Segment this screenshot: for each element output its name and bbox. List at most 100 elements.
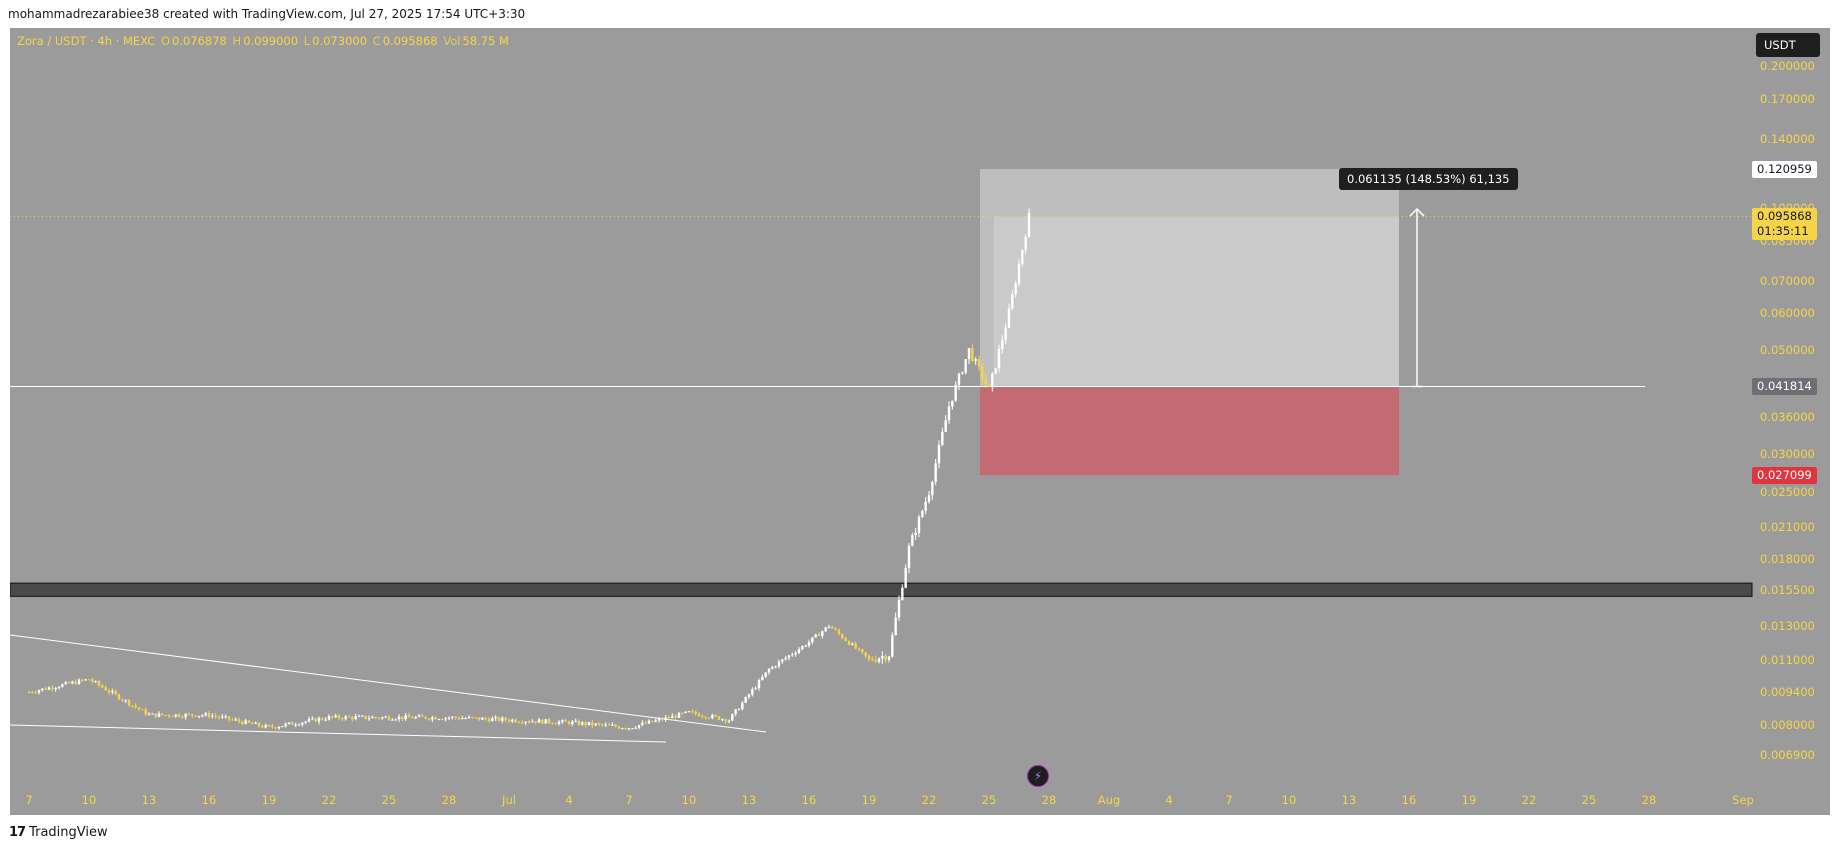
candle-body xyxy=(777,661,781,667)
high-value: 0.099000 xyxy=(243,34,299,48)
candle-body xyxy=(371,716,374,719)
candle-body xyxy=(797,649,801,653)
candle-body xyxy=(931,481,934,496)
candle-body xyxy=(44,688,47,690)
candle-body xyxy=(111,691,114,693)
candle-body xyxy=(937,444,941,464)
candle-body xyxy=(491,718,494,722)
candle-body xyxy=(784,657,787,660)
candle-body xyxy=(364,715,367,719)
price-tick-label: 0.025000 xyxy=(1760,484,1815,499)
candle-body xyxy=(287,722,291,724)
candle-body xyxy=(277,727,281,729)
candle-body xyxy=(651,720,654,722)
candle-body xyxy=(331,716,334,718)
candle-body xyxy=(571,721,574,725)
candle-body xyxy=(37,690,41,693)
price-tick-label: 0.008000 xyxy=(1760,718,1815,732)
candle-body xyxy=(661,718,664,720)
date-tick-label: 10 xyxy=(681,793,697,807)
candle-body xyxy=(507,720,511,722)
candle-body xyxy=(391,719,394,721)
candle-body xyxy=(427,718,431,720)
candle-body xyxy=(421,715,424,717)
footer-brand: TradingView xyxy=(29,825,108,840)
candle-body xyxy=(644,722,647,724)
candle-body xyxy=(1001,339,1004,350)
candle-body xyxy=(657,718,661,721)
candle-body xyxy=(837,630,841,634)
currency-button[interactable]: USDT xyxy=(1756,33,1820,57)
candle-body xyxy=(864,652,867,657)
candle-body xyxy=(851,643,854,645)
candle-body xyxy=(231,719,234,721)
date-tick-label: 10 xyxy=(81,793,97,807)
date-tick-label: 13 xyxy=(1341,793,1357,807)
candle-body xyxy=(471,717,474,719)
candle-body xyxy=(237,719,241,722)
close-label: C xyxy=(372,34,381,48)
chart-area[interactable] xyxy=(10,28,1830,815)
price-chart[interactable] xyxy=(10,28,1830,815)
candle-body xyxy=(847,640,851,645)
candle-body xyxy=(627,728,631,730)
date-tick-label: Sep xyxy=(1732,793,1754,807)
candle-body xyxy=(1004,327,1007,340)
stop-price-tag: 0.027099 xyxy=(1752,467,1817,485)
date-tick-label: 25 xyxy=(381,793,397,807)
candle-body xyxy=(841,633,844,639)
candle-body xyxy=(814,634,817,638)
candle-body xyxy=(437,719,441,721)
candle-body xyxy=(234,719,237,721)
candle-body xyxy=(577,720,581,725)
candle-body xyxy=(481,717,484,720)
candle-body xyxy=(584,722,587,726)
candle-body xyxy=(154,713,157,717)
price-tick-label: 0.011000 xyxy=(1760,652,1815,667)
bar-countdown: 01:35:11 xyxy=(1757,223,1809,238)
candle-body xyxy=(554,723,557,725)
candle-body xyxy=(624,728,627,730)
candle-body xyxy=(121,699,124,701)
profit-zone-filled xyxy=(994,216,1399,387)
candle-body xyxy=(401,716,404,719)
date-tick-label: 10 xyxy=(1281,793,1297,807)
candle-body xyxy=(567,721,571,725)
candle-body xyxy=(297,724,301,726)
candle-body xyxy=(711,715,714,718)
price-tick-label: 0.021000 xyxy=(1760,520,1815,535)
candle-body xyxy=(267,725,271,727)
candle-body xyxy=(774,666,777,668)
candle-body xyxy=(724,719,727,722)
candle-body xyxy=(654,720,657,722)
candle-body xyxy=(244,720,247,725)
candle-body xyxy=(474,717,477,719)
candle-body xyxy=(351,716,354,720)
date-tick-label: 19 xyxy=(261,793,277,807)
candle-body xyxy=(844,638,847,641)
low-value: 0.073000 xyxy=(312,34,368,48)
event-bolt-icon[interactable]: ⚡ xyxy=(1027,765,1049,787)
tv-logo-icon: 17 xyxy=(9,825,26,840)
candle-body xyxy=(117,694,121,700)
candle-body xyxy=(534,721,537,723)
wedge-lower-line xyxy=(10,724,667,743)
candle-body xyxy=(687,711,691,713)
candle-body xyxy=(164,715,167,717)
candle-body xyxy=(127,700,131,706)
tradingview-logo[interactable]: 17 TradingView xyxy=(9,825,108,840)
candle-body xyxy=(157,713,161,717)
candle-body xyxy=(1027,212,1031,238)
candle-body xyxy=(361,715,364,717)
candle-body xyxy=(414,716,417,719)
candle-body xyxy=(504,717,507,721)
candle-body xyxy=(907,545,911,568)
candle-body xyxy=(1014,283,1017,295)
candle-body xyxy=(531,721,534,723)
symbol-pair[interactable]: Zora / USDT · 4h · MEXC xyxy=(17,34,156,48)
candle-body xyxy=(444,717,447,720)
candle-body xyxy=(674,715,677,718)
candle-body xyxy=(634,727,637,729)
chart-caption: mohammadrezarabiee38 created with Tradin… xyxy=(8,7,526,21)
date-tick-label: 16 xyxy=(201,793,217,807)
